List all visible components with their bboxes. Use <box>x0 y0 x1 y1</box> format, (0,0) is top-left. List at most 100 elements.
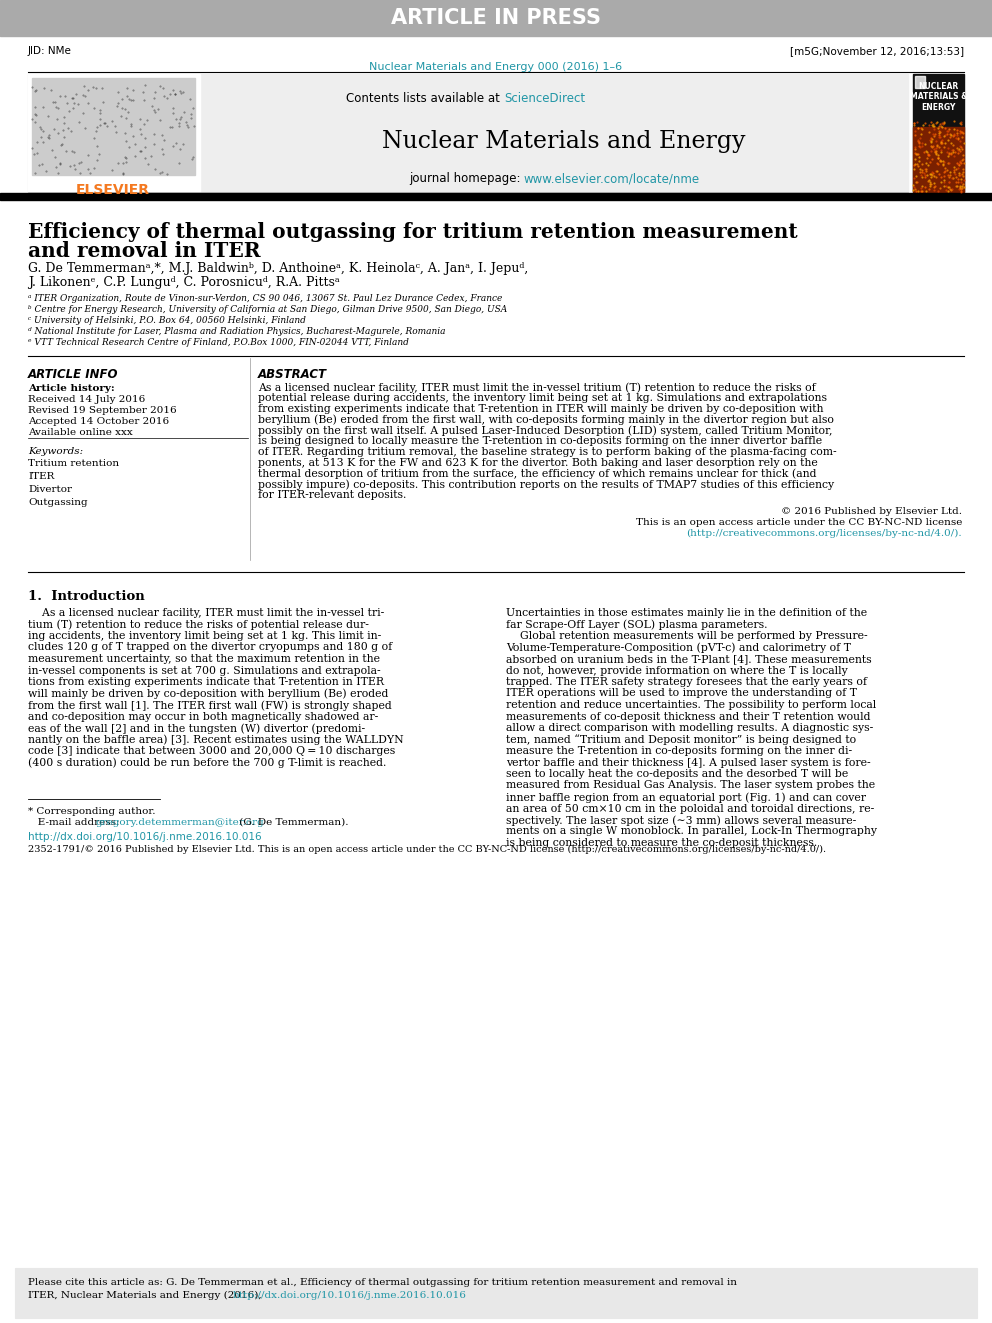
Text: and co-deposition may occur in both magnetically shadowed ar-: and co-deposition may occur in both magn… <box>28 712 378 721</box>
Text: will mainly be driven by co-deposition with beryllium (Be) eroded: will mainly be driven by co-deposition w… <box>28 688 389 699</box>
Text: ᵃ ITER Organization, Route de Vinon-sur-Verdon, CS 90 046, 13067 St. Paul Lez Du: ᵃ ITER Organization, Route de Vinon-sur-… <box>28 294 502 303</box>
Text: ELSEVIER: ELSEVIER <box>76 183 150 197</box>
Bar <box>913 127 964 192</box>
Text: Divertor: Divertor <box>28 486 72 493</box>
Text: 1.  Introduction: 1. Introduction <box>28 590 145 603</box>
Bar <box>0 0 992 36</box>
Text: ponents, at 513 K for the FW and 623 K for the divertor. Both baking and laser d: ponents, at 513 K for the FW and 623 K f… <box>258 458 817 467</box>
Text: do not, however, provide information on where the T is locally: do not, however, provide information on … <box>506 665 848 676</box>
Text: ARTICLE IN PRESS: ARTICLE IN PRESS <box>391 8 601 28</box>
Text: Please cite this article as: G. De Temmerman et al., Efficiency of thermal outga: Please cite this article as: G. De Temme… <box>28 1278 737 1287</box>
Text: potential release during accidents, the inventory limit being set at 1 kg. Simul: potential release during accidents, the … <box>258 393 827 402</box>
Text: ARTICLE INFO: ARTICLE INFO <box>28 368 118 381</box>
Text: tions from existing experiments indicate that T-retention in ITER: tions from existing experiments indicate… <box>28 677 384 687</box>
Text: measured from Residual Gas Analysis. The laser system probes the: measured from Residual Gas Analysis. The… <box>506 781 875 791</box>
Text: Available online xxx: Available online xxx <box>28 429 133 437</box>
Text: (400 s duration) could be run before the 700 g T-limit is reached.: (400 s duration) could be run before the… <box>28 758 386 769</box>
Bar <box>0 193 992 200</box>
Text: ScienceDirect: ScienceDirect <box>504 93 585 105</box>
Text: and removal in ITER: and removal in ITER <box>28 241 261 261</box>
Text: ᵇ Centre for Energy Research, University of California at San Diego, Gilman Driv: ᵇ Centre for Energy Research, University… <box>28 306 507 314</box>
Text: journal homepage:: journal homepage: <box>409 172 524 185</box>
Text: Uncertainties in those estimates mainly lie in the definition of the: Uncertainties in those estimates mainly … <box>506 609 867 618</box>
Bar <box>915 75 925 89</box>
Text: Article history:: Article history: <box>28 384 115 393</box>
Text: thermal desorption of tritium from the surface, the efficiency of which remains : thermal desorption of tritium from the s… <box>258 468 816 479</box>
Text: G. De Temmermanᵃ,*, M.J. Baldwinᵇ, D. Anthoineᵃ, K. Heinolaᶜ, A. Janᵃ, I. Jepuᵈ,: G. De Temmermanᵃ,*, M.J. Baldwinᵇ, D. An… <box>28 262 529 275</box>
Text: eas of the wall [2] and in the tungsten (W) divertor (predomi-: eas of the wall [2] and in the tungsten … <box>28 722 365 733</box>
Text: [m5G;November 12, 2016;13:53]: [m5G;November 12, 2016;13:53] <box>790 46 964 56</box>
Text: an area of 50 cm×10 cm in the poloidal and toroidal directions, re-: an area of 50 cm×10 cm in the poloidal a… <box>506 803 874 814</box>
Text: Outgassing: Outgassing <box>28 497 87 507</box>
Bar <box>28 74 200 192</box>
Text: beryllium (Be) eroded from the first wall, with co-deposits forming mainly in th: beryllium (Be) eroded from the first wal… <box>258 414 834 425</box>
Text: http://dx.doi.org/10.1016/j.nme.2016.10.016: http://dx.doi.org/10.1016/j.nme.2016.10.… <box>233 1291 467 1301</box>
Text: Global retention measurements will be performed by Pressure-: Global retention measurements will be pe… <box>506 631 868 642</box>
Text: from existing experiments indicate that T-retention in ITER will mainly be drive: from existing experiments indicate that … <box>258 404 823 414</box>
Text: allow a direct comparison with modelling results. A diagnostic sys-: allow a direct comparison with modelling… <box>506 722 873 733</box>
Text: tem, named “Tritium and Deposit monitor” is being designed to: tem, named “Tritium and Deposit monitor”… <box>506 734 856 745</box>
Text: spectively. The laser spot size (∼3 mm) allows several measure-: spectively. The laser spot size (∼3 mm) … <box>506 815 856 826</box>
Text: Contents lists available at: Contents lists available at <box>346 93 504 105</box>
Text: ments on a single W monoblock. In parallel, Lock-In Thermography: ments on a single W monoblock. In parall… <box>506 827 877 836</box>
Text: Revised 19 September 2016: Revised 19 September 2016 <box>28 406 177 415</box>
Text: is being considered to measure the co-deposit thickness.: is being considered to measure the co-de… <box>506 837 817 848</box>
Text: This is an open access article under the CC BY-NC-ND license: This is an open access article under the… <box>636 517 962 527</box>
Text: seen to locally heat the co-deposits and the desorbed T will be: seen to locally heat the co-deposits and… <box>506 769 848 779</box>
Text: www.elsevier.com/locate/nme: www.elsevier.com/locate/nme <box>524 172 700 185</box>
Text: inner baffle region from an equatorial port (Fig. 1) and can cover: inner baffle region from an equatorial p… <box>506 792 866 803</box>
Text: measurements of co-deposit thickness and their T retention would: measurements of co-deposit thickness and… <box>506 712 871 721</box>
Text: Tritium retention: Tritium retention <box>28 459 119 468</box>
Text: © 2016 Published by Elsevier Ltd.: © 2016 Published by Elsevier Ltd. <box>781 507 962 516</box>
Text: ITER: ITER <box>28 472 55 482</box>
Text: 2352-1791/© 2016 Published by Elsevier Ltd. This is an open access article under: 2352-1791/© 2016 Published by Elsevier L… <box>28 845 826 855</box>
Text: Keywords:: Keywords: <box>28 447 83 456</box>
Text: from the first wall [1]. The ITER first wall (FW) is strongly shaped: from the first wall [1]. The ITER first … <box>28 700 392 710</box>
Text: trapped. The ITER safety strategy foresees that the early years of: trapped. The ITER safety strategy forese… <box>506 677 867 687</box>
Text: cludes 120 g of T trapped on the divertor cryopumps and 180 g of: cludes 120 g of T trapped on the diverto… <box>28 643 392 652</box>
Text: * Corresponding author.: * Corresponding author. <box>28 807 156 816</box>
Text: Nuclear Materials and Energy: Nuclear Materials and Energy <box>382 130 746 153</box>
Text: nantly on the baffle area) [3]. Recent estimates using the WALLDYN: nantly on the baffle area) [3]. Recent e… <box>28 734 404 745</box>
Text: vertor baffle and their thickness [4]. A pulsed laser system is fore-: vertor baffle and their thickness [4]. A… <box>506 758 871 767</box>
Text: of ITER. Regarding tritium removal, the baseline strategy is to perform baking o: of ITER. Regarding tritium removal, the … <box>258 447 836 456</box>
Text: gregory.detemmerman@iter.org: gregory.detemmerman@iter.org <box>96 818 265 827</box>
Text: ITER operations will be used to improve the understanding of T: ITER operations will be used to improve … <box>506 688 857 699</box>
Text: absorbed on uranium beds in the T-Plant [4]. These measurements: absorbed on uranium beds in the T-Plant … <box>506 654 872 664</box>
Text: for ITER-relevant deposits.: for ITER-relevant deposits. <box>258 490 407 500</box>
Text: in-vessel components is set at 700 g. Simulations and extrapola-: in-vessel components is set at 700 g. Si… <box>28 665 381 676</box>
Text: (http://creativecommons.org/licenses/by-nc-nd/4.0/).: (http://creativecommons.org/licenses/by-… <box>686 529 962 538</box>
Bar <box>32 78 195 175</box>
Text: Received 14 July 2016: Received 14 July 2016 <box>28 396 145 404</box>
Bar <box>28 74 908 192</box>
Bar <box>15 1267 977 1318</box>
Text: possibly on the first wall itself. A pulsed Laser-Induced Desorption (LID) syste: possibly on the first wall itself. A pul… <box>258 425 832 435</box>
Text: (G. De Temmerman).: (G. De Temmerman). <box>236 818 348 827</box>
Text: Volume-Temperature-Composition (pVT-c) and calorimetry of T: Volume-Temperature-Composition (pVT-c) a… <box>506 643 851 654</box>
Text: possibly impure) co-deposits. This contribution reports on the results of TMAP7 : possibly impure) co-deposits. This contr… <box>258 479 834 490</box>
Text: ITER, Nuclear Materials and Energy (2016),: ITER, Nuclear Materials and Energy (2016… <box>28 1291 265 1301</box>
Text: Accepted 14 October 2016: Accepted 14 October 2016 <box>28 417 169 426</box>
Text: NUCLEAR
MATERIALS &
ENERGY: NUCLEAR MATERIALS & ENERGY <box>910 82 967 112</box>
Text: Efficiency of thermal outgassing for tritium retention measurement: Efficiency of thermal outgassing for tri… <box>28 222 798 242</box>
Text: http://dx.doi.org/10.1016/j.nme.2016.10.016: http://dx.doi.org/10.1016/j.nme.2016.10.… <box>28 832 262 841</box>
Text: measure the T-retention in co-deposits forming on the inner di-: measure the T-retention in co-deposits f… <box>506 746 852 755</box>
Text: retention and reduce uncertainties. The possibility to perform local: retention and reduce uncertainties. The … <box>506 700 876 710</box>
Text: Nuclear Materials and Energy 000 (2016) 1–6: Nuclear Materials and Energy 000 (2016) … <box>369 62 623 71</box>
Text: ABSTRACT: ABSTRACT <box>258 368 327 381</box>
Text: J. Likonenᵉ, C.P. Lunguᵈ, C. Porosnicuᵈ, R.A. Pittsᵃ: J. Likonenᵉ, C.P. Lunguᵈ, C. Porosnicuᵈ,… <box>28 277 339 288</box>
Text: As a licensed nuclear facility, ITER must limit the in-vessel tri-: As a licensed nuclear facility, ITER mus… <box>28 609 384 618</box>
Text: ᶜ University of Helsinki, P.O. Box 64, 00560 Helsinki, Finland: ᶜ University of Helsinki, P.O. Box 64, 0… <box>28 316 306 325</box>
Text: E-mail address:: E-mail address: <box>28 818 123 827</box>
Text: ᵉ VTT Technical Research Centre of Finland, P.O.Box 1000, FIN-02044 VTT, Finland: ᵉ VTT Technical Research Centre of Finla… <box>28 337 409 347</box>
Text: ᵈ National Institute for Laser, Plasma and Radiation Physics, Bucharest-Magurele: ᵈ National Institute for Laser, Plasma a… <box>28 327 445 336</box>
Bar <box>913 74 964 192</box>
Text: code [3] indicate that between 3000 and 20,000 Q = 10 discharges: code [3] indicate that between 3000 and … <box>28 746 395 755</box>
Text: ing accidents, the inventory limit being set at 1 kg. This limit in-: ing accidents, the inventory limit being… <box>28 631 381 642</box>
Text: is being designed to locally measure the T-retention in co-deposits forming on t: is being designed to locally measure the… <box>258 437 822 446</box>
Text: JID: NMe: JID: NMe <box>28 46 71 56</box>
Text: far Scrape-Off Layer (SOL) plasma parameters.: far Scrape-Off Layer (SOL) plasma parame… <box>506 619 768 630</box>
Text: measurement uncertainty, so that the maximum retention in the: measurement uncertainty, so that the max… <box>28 654 380 664</box>
Text: tium (T) retention to reduce the risks of potential release dur-: tium (T) retention to reduce the risks o… <box>28 619 369 630</box>
Text: As a licensed nuclear facility, ITER must limit the in-vessel tritium (T) retent: As a licensed nuclear facility, ITER mus… <box>258 382 815 393</box>
